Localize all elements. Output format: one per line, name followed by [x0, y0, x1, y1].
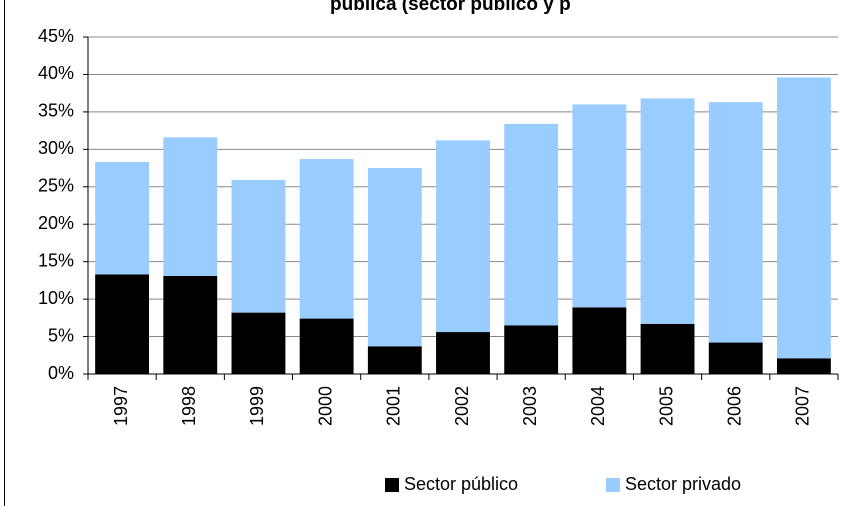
- bar-segment: [504, 123, 559, 326]
- y-tick-label: 25%: [38, 176, 74, 196]
- y-tick-label: 5%: [48, 325, 74, 345]
- bar-segment: [504, 325, 559, 374]
- bar-segment: [367, 346, 422, 374]
- bar-segment: [367, 168, 422, 347]
- bar-segment: [436, 140, 490, 333]
- x-tick-label: 1998: [179, 386, 199, 426]
- bar-segment: [95, 162, 150, 275]
- legend-label: Sector privado: [625, 474, 741, 494]
- bar-segment: [640, 98, 695, 324]
- bar-segment: [231, 180, 286, 313]
- y-tick-label: 15%: [38, 250, 74, 270]
- legend-label: Sector público: [404, 474, 518, 494]
- x-tick-label: 2005: [656, 386, 676, 426]
- bar-segment: [231, 312, 286, 374]
- bar-segment: [572, 104, 627, 308]
- y-tick-label: 10%: [38, 288, 74, 308]
- bar-segment: [640, 323, 695, 374]
- y-tick-label: 45%: [38, 26, 74, 46]
- x-tick-label: 2001: [384, 386, 404, 426]
- bar-segment: [436, 332, 490, 374]
- bar-segment: [708, 102, 763, 343]
- x-tick-label: 1999: [247, 386, 267, 426]
- x-tick-label: 2007: [793, 386, 813, 426]
- y-tick-label: 0%: [48, 363, 74, 383]
- y-tick-label: 20%: [38, 213, 74, 233]
- bar-segment: [572, 307, 627, 374]
- bar-segment: [163, 137, 218, 276]
- legend-swatch: [606, 478, 620, 492]
- bar-segment: [299, 159, 354, 319]
- x-tick-label: 2006: [724, 386, 744, 426]
- bar-segment: [776, 77, 831, 359]
- bar-segment: [776, 358, 831, 374]
- y-tick-label: 40%: [38, 63, 74, 83]
- x-tick-label: 2000: [315, 386, 335, 426]
- bar-segment: [95, 274, 150, 374]
- x-tick-label: 2003: [520, 386, 540, 426]
- y-tick-label: 30%: [38, 138, 74, 158]
- legend-swatch: [385, 478, 399, 492]
- y-tick-label: 35%: [38, 101, 74, 121]
- chart-title: pública (sector público y p: [330, 0, 571, 15]
- x-tick-label: 1997: [111, 386, 131, 426]
- x-tick-label: 2002: [452, 386, 472, 426]
- x-tick-label: 2004: [588, 386, 608, 426]
- bar-segment: [708, 342, 763, 374]
- bar-segment: [163, 275, 218, 374]
- bar-segment: [299, 318, 354, 374]
